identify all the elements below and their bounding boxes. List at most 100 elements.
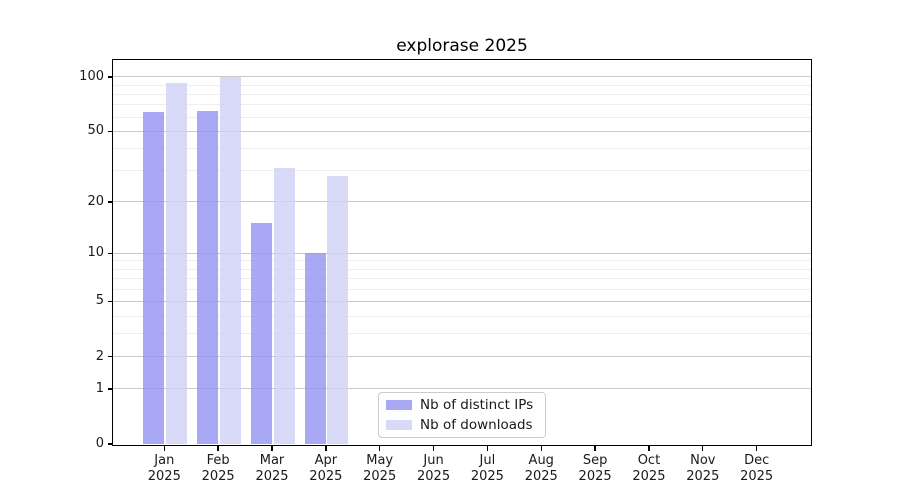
x-axis-month-label: Sep 2025: [568, 453, 622, 484]
gridline-major: [113, 388, 811, 390]
gridline-minor: [113, 104, 811, 106]
legend-label-downloads: Nb of downloads: [420, 417, 533, 433]
gridline-major: [113, 201, 811, 203]
x-axis-tick-mark: [271, 445, 273, 451]
x-axis-tick-mark: [163, 445, 165, 451]
x-axis-month-label: Jan 2025: [137, 453, 191, 484]
month-name: Dec: [744, 453, 770, 468]
bar-nb-of-downloads: [327, 176, 349, 444]
month-name: Nov: [690, 453, 716, 468]
x-axis-tick-mark: [217, 445, 219, 451]
gridline-minor: [113, 170, 811, 172]
legend-label-distinct-ips: Nb of distinct IPs: [420, 397, 534, 413]
x-axis-month-label: Apr 2025: [299, 453, 353, 484]
x-axis-tick-mark: [594, 445, 596, 451]
x-axis-month-label: Mar 2025: [245, 453, 299, 484]
month-year: 2025: [686, 468, 720, 484]
y-axis-tick-mark: [107, 201, 113, 203]
y-axis-tick-mark: [107, 252, 113, 254]
month-year: 2025: [578, 468, 612, 484]
y-axis-tick-mark: [107, 76, 113, 78]
x-axis-month-label: Feb 2025: [191, 453, 245, 484]
gridline-minor: [113, 288, 811, 290]
y-axis-tick-label: 0: [95, 436, 104, 451]
y-axis-tick-label: 100: [79, 68, 104, 84]
y-axis-tick-label: 2: [95, 348, 104, 364]
x-axis-month-label: Jun 2025: [407, 453, 461, 484]
month-name: Apr: [314, 453, 338, 468]
x-axis-tick-mark: [379, 445, 381, 451]
gridline-major: [113, 252, 811, 254]
month-year: 2025: [309, 468, 343, 484]
month-year: 2025: [470, 468, 504, 484]
gridline-major: [113, 76, 811, 78]
month-name: Jun: [423, 453, 444, 468]
bar-nb-of-distinct-ips: [143, 112, 165, 444]
month-name: Sep: [582, 453, 608, 468]
month-name: Aug: [528, 453, 554, 468]
month-year: 2025: [417, 468, 451, 484]
gridline-minor: [113, 116, 811, 118]
legend: Nb of distinct IPs Nb of downloads: [378, 392, 546, 438]
month-name: Jan: [154, 453, 175, 468]
bar-nb-of-distinct-ips: [197, 110, 219, 444]
x-axis-tick-mark: [432, 445, 435, 451]
month-year: 2025: [147, 468, 181, 484]
gridline-minor: [113, 333, 811, 335]
y-axis-tick-label: 1: [95, 380, 104, 396]
gridline-minor: [113, 315, 811, 317]
chart-title: explorase 2025: [396, 36, 528, 56]
month-year: 2025: [201, 468, 235, 484]
bar-nb-of-distinct-ips: [251, 223, 272, 444]
y-axis-tick-label: 10: [87, 245, 104, 261]
x-axis-tick-mark: [540, 445, 542, 451]
x-axis-month-label: Oct 2025: [622, 453, 676, 484]
x-axis-tick-mark: [702, 445, 704, 451]
x-axis-month-label: May 2025: [353, 453, 407, 484]
gridline-major: [113, 300, 811, 303]
legend-swatch-downloads: [386, 420, 412, 430]
gridline-minor: [113, 268, 811, 270]
bar-nb-of-downloads: [165, 82, 187, 444]
gridline-minor: [113, 94, 811, 95]
legend-entry: Nb of downloads: [379, 417, 545, 433]
y-axis-tick-mark: [107, 130, 113, 132]
x-axis-month-label: Jul 2025: [460, 453, 514, 484]
y-axis-tick-mark: [107, 355, 113, 358]
y-axis-tick-mark: [107, 388, 113, 390]
x-axis-tick-mark: [755, 445, 758, 451]
month-name: Oct: [637, 453, 661, 468]
month-year: 2025: [632, 468, 666, 484]
x-axis-month-label: Aug 2025: [514, 453, 568, 484]
x-axis-tick-mark: [325, 445, 327, 451]
y-axis-tick-mark: [107, 443, 113, 445]
month-name: Mar: [259, 453, 285, 468]
gridline-major: [113, 356, 811, 358]
month-year: 2025: [524, 468, 558, 484]
legend-swatch-distinct-ips: [386, 400, 412, 410]
gridline-minor: [113, 84, 811, 86]
x-axis-month-label: Dec 2025: [730, 453, 784, 484]
y-axis-tick-mark: [107, 300, 113, 303]
x-axis-tick-mark: [486, 445, 489, 451]
gridline-major: [113, 130, 811, 132]
bar-nb-of-distinct-ips: [304, 253, 326, 444]
gridline-minor: [113, 148, 811, 150]
month-year: 2025: [363, 468, 397, 484]
gridline-minor: [113, 278, 811, 280]
y-axis-tick-label: 50: [87, 123, 104, 139]
month-name: Feb: [206, 453, 230, 468]
x-axis-tick-mark: [648, 445, 650, 451]
x-axis-month-label: Nov 2025: [676, 453, 730, 484]
month-name: Jul: [479, 453, 496, 468]
month-year: 2025: [740, 468, 774, 484]
bar-nb-of-downloads: [273, 168, 295, 444]
bar-nb-of-downloads: [219, 76, 241, 444]
legend-entry: Nb of distinct IPs: [379, 397, 545, 413]
gridline-minor: [113, 260, 811, 262]
y-axis-tick-label: 20: [87, 193, 104, 209]
y-axis-tick-label: 5: [95, 293, 104, 309]
month-year: 2025: [255, 468, 289, 484]
month-name: May: [366, 453, 394, 468]
